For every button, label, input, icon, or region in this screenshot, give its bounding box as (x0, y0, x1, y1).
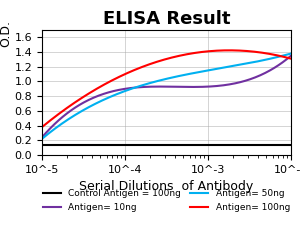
Antigen= 10ng (40, 136, 44, 139)
Antigen= 10ng (188, 86, 192, 88)
Antigen= 100ng (267, 52, 270, 55)
Control Antigen = 100ng (289, 144, 293, 147)
Title: ELISA Result: ELISA Result (103, 10, 230, 29)
Antigen= 50ng (40, 137, 44, 140)
Antigen= 50ng (193, 72, 196, 74)
Y-axis label: O.D.: O.D. (0, 20, 12, 47)
Legend: Control Antigen = 100ng, Antigen= 10ng, Antigen= 50ng, Antigen= 100ng: Control Antigen = 100ng, Antigen= 10ng, … (40, 186, 293, 216)
Antigen= 10ng (193, 86, 196, 88)
X-axis label: Serial Dilutions  of Antibody: Serial Dilutions of Antibody (80, 180, 254, 193)
Antigen= 10ng (41, 135, 45, 138)
Antigen= 10ng (289, 54, 293, 57)
Control Antigen = 100ng (74, 144, 77, 147)
Antigen= 100ng (40, 126, 44, 128)
Antigen= 100ng (289, 57, 293, 60)
Antigen= 100ng (41, 125, 45, 128)
Control Antigen = 100ng (40, 144, 44, 147)
Antigen= 50ng (41, 137, 45, 140)
Antigen= 50ng (289, 52, 293, 55)
Control Antigen = 100ng (252, 144, 255, 147)
Antigen= 50ng (188, 72, 192, 75)
Control Antigen = 100ng (190, 144, 194, 147)
Antigen= 50ng (266, 58, 269, 61)
Control Antigen = 100ng (194, 144, 198, 147)
Control Antigen = 100ng (268, 144, 271, 147)
Line: Antigen= 10ng: Antigen= 10ng (42, 56, 291, 137)
Antigen= 100ng (251, 50, 254, 53)
Line: Antigen= 50ng: Antigen= 50ng (42, 54, 291, 139)
Antigen= 50ng (250, 61, 254, 64)
Control Antigen = 100ng (42, 144, 46, 147)
Control Antigen = 100ng (189, 144, 193, 147)
Antigen= 50ng (188, 72, 191, 76)
Antigen= 10ng (250, 77, 254, 80)
Antigen= 10ng (188, 86, 191, 88)
Antigen= 100ng (188, 52, 192, 55)
Antigen= 100ng (193, 52, 196, 54)
Line: Antigen= 100ng: Antigen= 100ng (42, 50, 291, 127)
Antigen= 10ng (266, 70, 269, 73)
Control Antigen = 100ng (41, 144, 45, 147)
Antigen= 100ng (188, 52, 191, 55)
Antigen= 100ng (228, 49, 231, 52)
